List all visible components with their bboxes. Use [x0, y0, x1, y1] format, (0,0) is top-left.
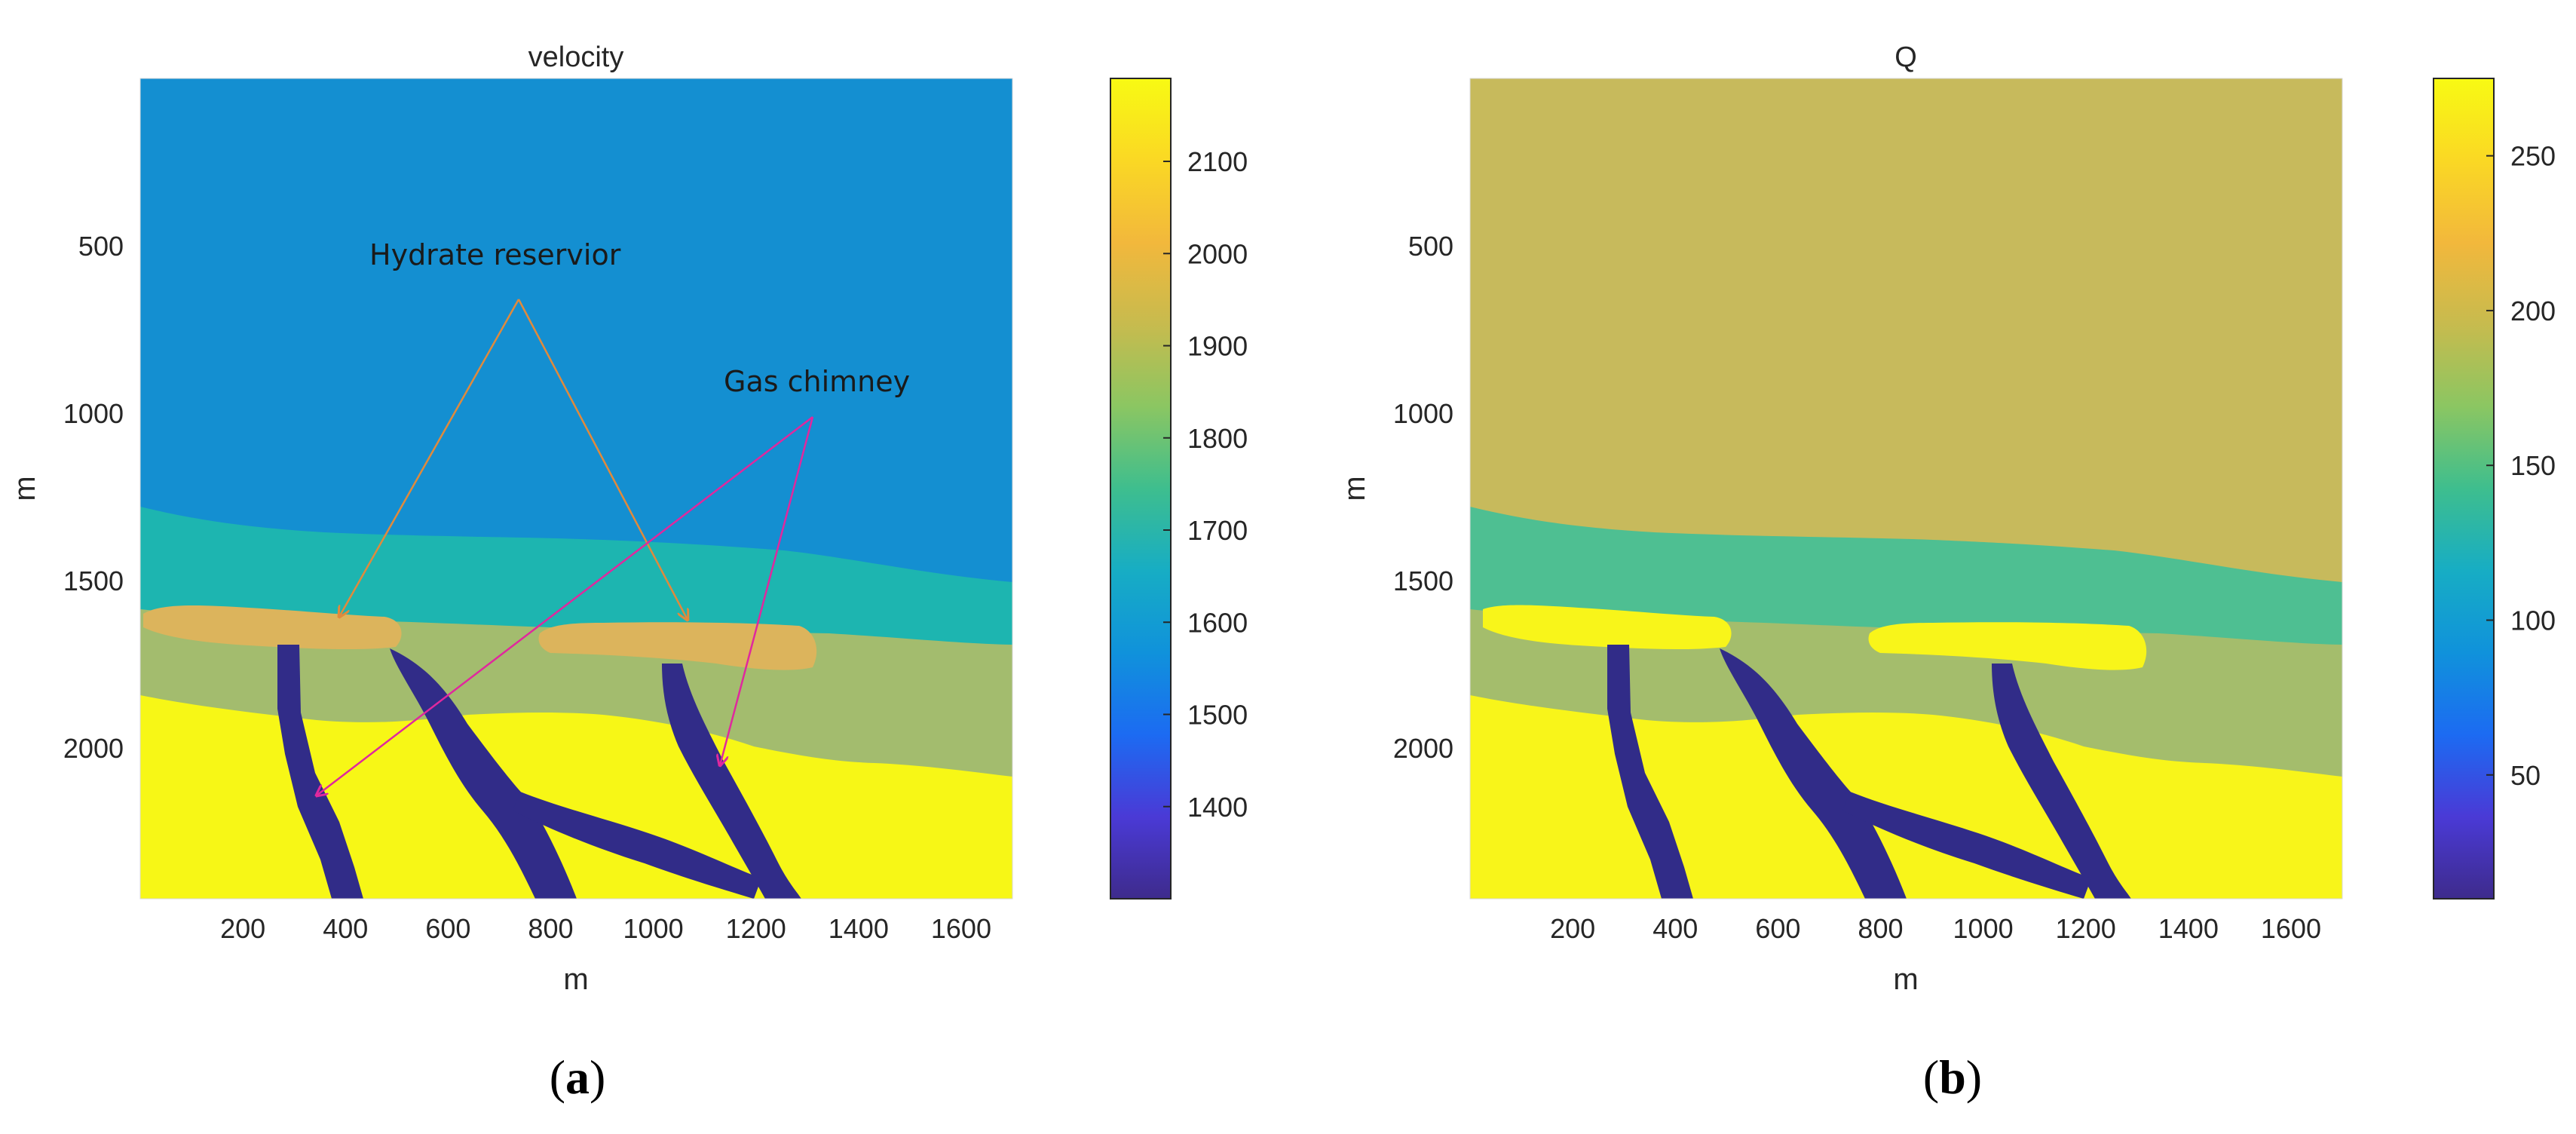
velocity-heatmap	[140, 78, 1012, 899]
chart-title: velocity	[528, 41, 624, 73]
gas-chimney-3	[1992, 664, 2131, 899]
y-tick-label: 500	[78, 231, 124, 262]
chart-velocity: velocity Hydrate reservior Gas chimney	[8, 41, 1248, 1104]
colorbar-tick-label: 250	[2510, 141, 2556, 172]
x-axis-label: m	[563, 963, 588, 996]
hydrate-reservoir-right	[538, 622, 817, 670]
x-tick-label: 1200	[726, 913, 786, 944]
annotation-hydrate: Hydrate reservior	[339, 238, 688, 620]
colorbar-q: 50 100 150 200 250	[2433, 78, 2556, 900]
colorbar-gradient	[2433, 78, 2495, 900]
gas-chimney-3	[662, 664, 801, 899]
chart-title: Q	[1894, 41, 1917, 73]
colorbar-tick-label: 150	[2510, 450, 2556, 481]
hydrate-reservoir-left	[1483, 605, 1732, 650]
chart-q: Q 200 400 600 800 1000 1200 1400 1600 500 1000 15…	[1338, 41, 2556, 1104]
x-tick-label: 1400	[2158, 913, 2219, 944]
y-tick-label: 500	[1408, 231, 1453, 262]
arrow-hydrate-right	[517, 299, 688, 620]
colorbar-ticks: 50 100 150 200 250	[2486, 141, 2556, 791]
hydrate-reservoir-right	[1868, 622, 2147, 670]
colorbar-ticks: 1400 1500 1600 1700 1800 1900 2000 2100	[1163, 146, 1248, 823]
colorbar-tick-label: 50	[2510, 760, 2541, 791]
panel-label: (a)	[550, 1050, 606, 1104]
colorbar-tick-label: 1500	[1187, 700, 1248, 731]
y-tick-label: 1500	[1393, 565, 1453, 596]
q-heatmap	[1470, 78, 2342, 899]
panel-label: (b)	[1923, 1050, 1982, 1104]
y-tick-label: 1000	[63, 398, 124, 429]
x-tick-label: 1400	[829, 913, 889, 944]
annotation-gas: Gas chimney	[317, 365, 910, 795]
x-axis-ticks: 200 400 600 800 1000 1200 1400 1600	[1550, 913, 2321, 944]
x-tick-label: 200	[1550, 913, 1595, 944]
gas-chimney-2	[390, 648, 577, 899]
plot-frame	[1469, 78, 2343, 900]
arrow-gas-left	[317, 416, 813, 795]
x-tick-label: 1000	[1953, 913, 2014, 944]
x-axis-ticks: 200 400 600 800 1000 1200 1400 1600	[220, 913, 991, 944]
plot-frame	[139, 78, 1013, 900]
colorbar-tick-label: 2100	[1187, 146, 1248, 177]
x-tick-label: 600	[1755, 913, 1800, 944]
y-tick-label: 2000	[63, 733, 124, 764]
x-tick-label: 1600	[2261, 913, 2321, 944]
gas-chimney-connector	[513, 792, 761, 899]
y-tick-label: 1500	[63, 565, 124, 596]
x-tick-label: 800	[1858, 913, 1903, 944]
x-tick-label: 600	[425, 913, 470, 944]
colorbar-tick-label: 1600	[1187, 607, 1248, 638]
x-tick-label: 200	[220, 913, 265, 944]
y-axis-label: m	[8, 476, 41, 501]
colorbar-tick-label: 1700	[1187, 515, 1248, 546]
gas-chimneys	[277, 645, 801, 899]
x-tick-label: 800	[528, 913, 573, 944]
x-tick-label: 400	[323, 913, 368, 944]
basement-layer	[140, 695, 1012, 899]
gas-chimney-1	[277, 645, 363, 899]
gas-chimney-1	[1607, 645, 1693, 899]
colorbar-gradient	[1110, 78, 1172, 900]
colorbar-tick-label: 1400	[1187, 792, 1248, 823]
hydrate-reservoir-left	[143, 605, 402, 650]
basement-layer	[1470, 695, 2342, 899]
x-axis-label: m	[1893, 963, 1918, 996]
colorbar-tick-label: 2000	[1187, 238, 1248, 269]
gas-chimney-connector	[1842, 792, 2091, 899]
x-tick-label: 1600	[931, 913, 991, 944]
y-tick-label: 1000	[1393, 398, 1453, 429]
annotation-hydrate-label: Hydrate reservior	[369, 238, 621, 271]
x-tick-label: 400	[1652, 913, 1698, 944]
y-axis-ticks: 500 1000 1500 2000	[1393, 231, 1453, 764]
colorbar-tick-label: 1800	[1187, 423, 1248, 454]
annotation-gas-label: Gas chimney	[724, 365, 910, 398]
gas-chimney-2	[1720, 648, 1907, 899]
x-tick-label: 1200	[2056, 913, 2116, 944]
colorbar-velocity: 1400 1500 1600 1700 1800 1900 2000 2100	[1110, 78, 1248, 900]
y-axis-label: m	[1338, 476, 1371, 501]
y-axis-ticks: 500 1000 1500 2000	[63, 231, 124, 764]
arrow-hydrate-left	[339, 299, 520, 617]
y-tick-label: 2000	[1393, 733, 1453, 764]
arrow-gas-right	[720, 416, 814, 765]
colorbar-tick-label: 200	[2510, 296, 2556, 326]
colorbar-tick-label: 1900	[1187, 331, 1248, 362]
gas-chimneys	[1607, 645, 2131, 899]
colorbar-tick-label: 100	[2510, 605, 2556, 636]
x-tick-label: 1000	[623, 913, 684, 944]
